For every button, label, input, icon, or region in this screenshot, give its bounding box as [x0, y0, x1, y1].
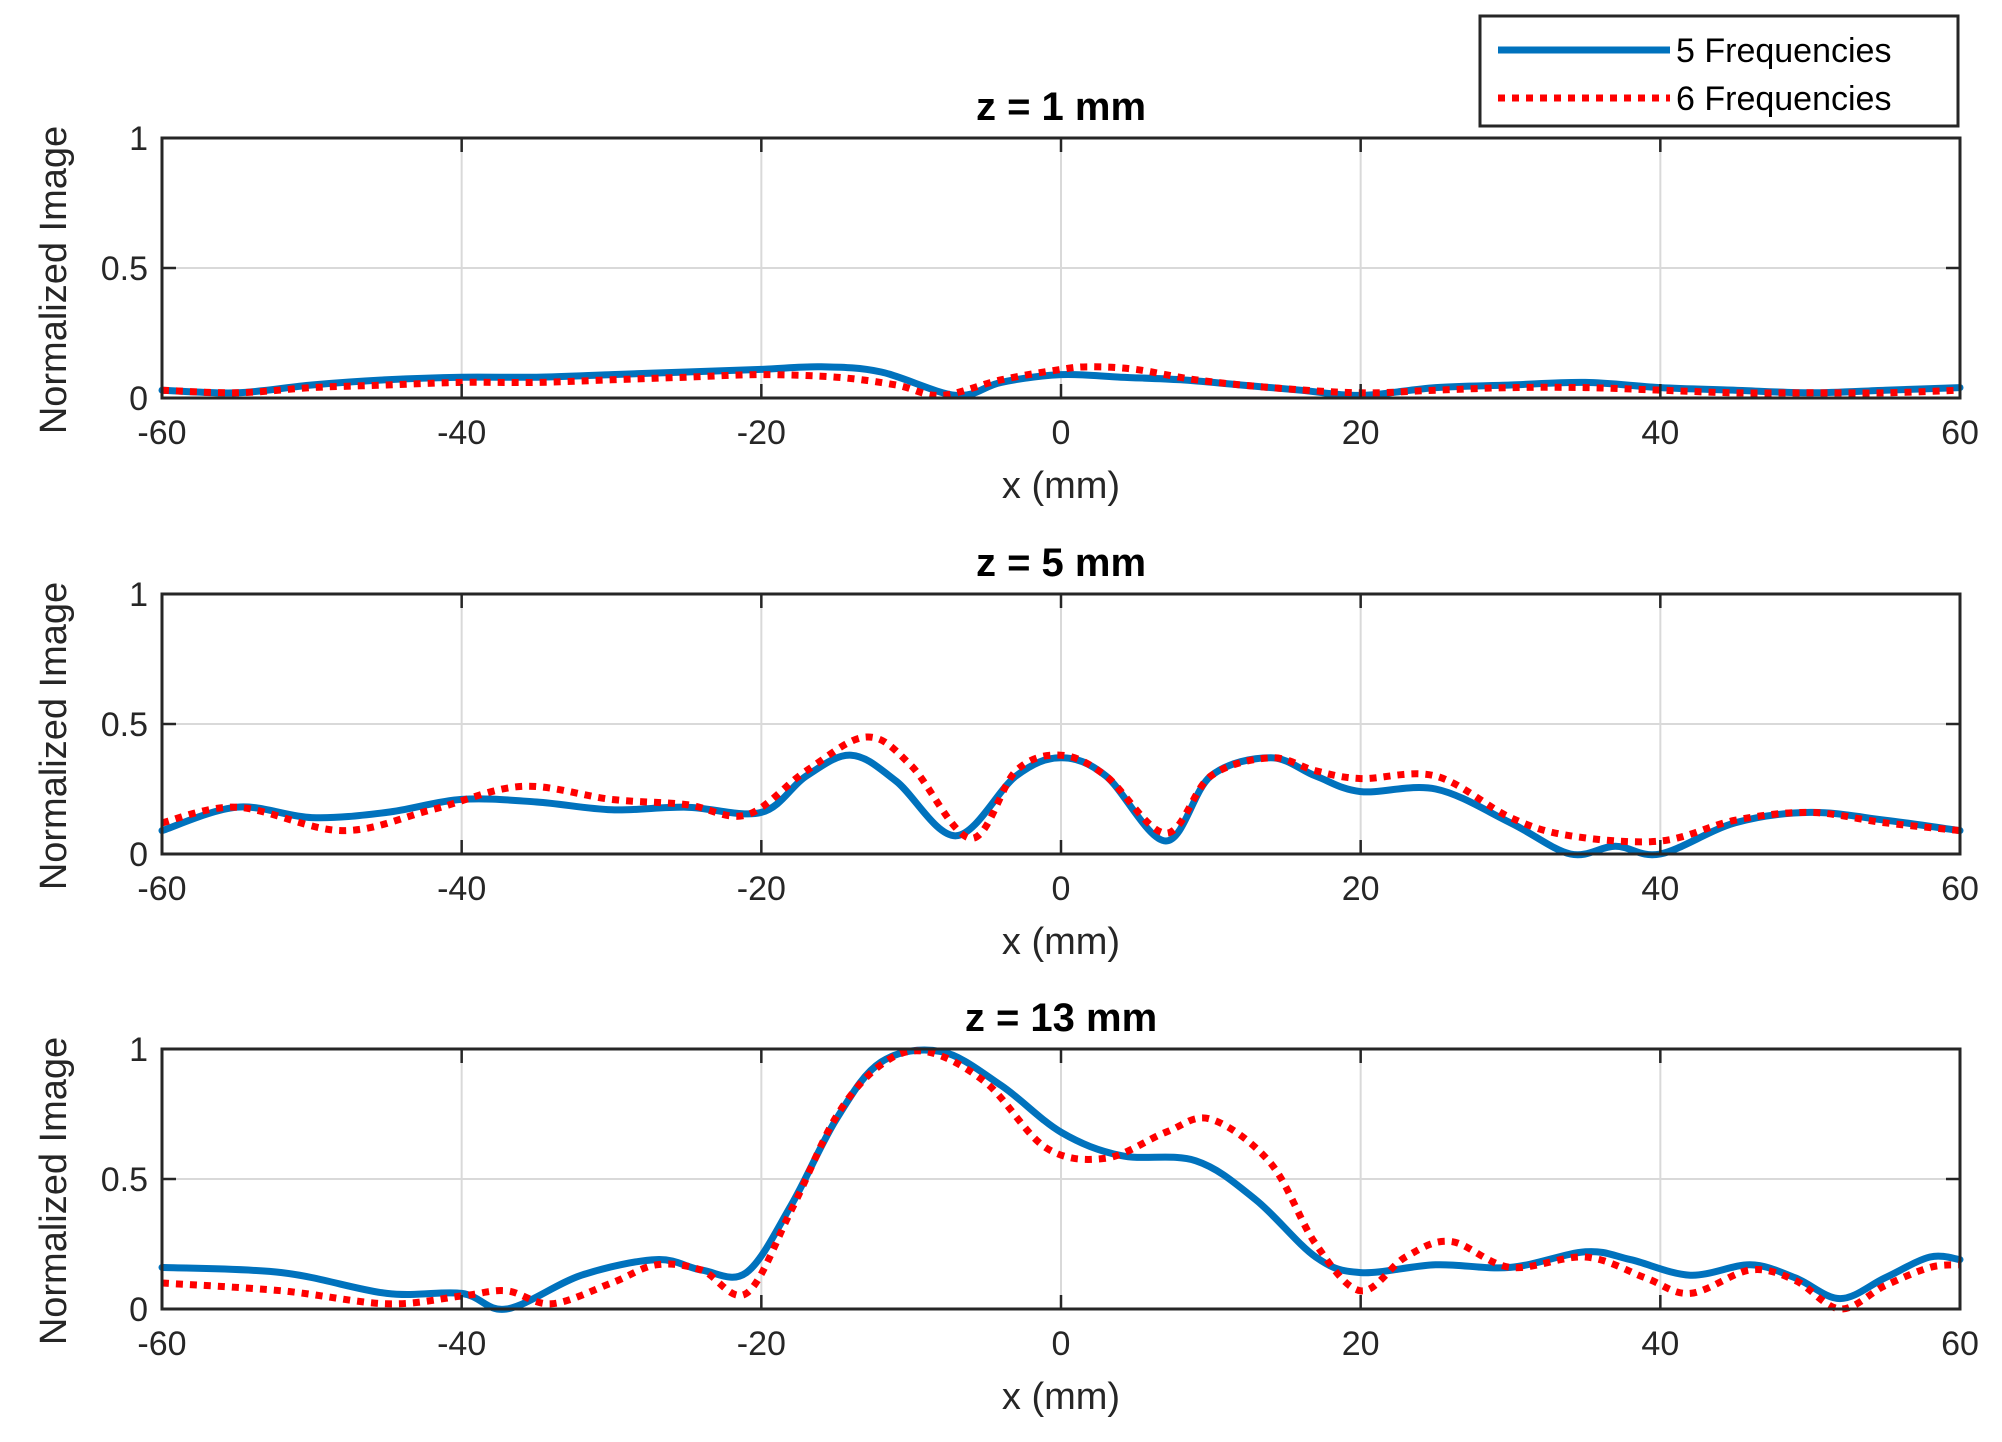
x-tick-label: 20: [1342, 870, 1380, 908]
legend-label-5-frequencies: 5 Frequencies: [1676, 32, 1891, 70]
tick-marks: [160, 136, 1962, 400]
series-group: [158, 363, 1964, 399]
x-tick-label: -40: [437, 414, 486, 452]
x-tick-label: 20: [1342, 414, 1380, 452]
series-group: [158, 733, 1964, 859]
x-tick-label: 0: [1052, 414, 1071, 452]
x-tick-label: 60: [1941, 414, 1979, 452]
x-tick-label: -60: [137, 1325, 186, 1363]
x-tick-label: 40: [1641, 414, 1679, 452]
x-tick-label: -20: [737, 870, 786, 908]
y-tick-label: 1: [129, 576, 148, 614]
grid-lines: [162, 138, 1960, 398]
x-tick-label: -40: [437, 1325, 486, 1363]
x-tick-label: 0: [1052, 870, 1071, 908]
y-tick-label: 0: [129, 380, 148, 418]
chart-title: z = 1 mm: [976, 85, 1146, 129]
x-tick-labels: -60 -40 -20 0 20 40 60: [137, 1325, 1978, 1363]
x-tick-labels: -60 -40 -20 0 20 40 60: [137, 414, 1978, 452]
y-tick-labels: 0 0.5 1: [101, 576, 148, 874]
legend-box: [1478, 14, 1960, 128]
y-tick-label: 0.5: [101, 250, 148, 288]
y-tick-label: 1: [129, 1031, 148, 1069]
series-line-5-frequencies: [158, 1046, 1964, 1313]
series-line-5-frequencies: [158, 363, 1964, 399]
series-line-6-frequencies: [161, 1047, 1961, 1313]
legend: 5 Frequencies 6 Frequencies: [1478, 14, 1960, 128]
x-axis-label: x (mm): [1002, 465, 1120, 507]
y-axis-label: Normalized Image: [33, 1037, 75, 1345]
x-tick-label: 60: [1941, 1325, 1979, 1363]
x-tick-label: -20: [737, 414, 786, 452]
y-tick-label: 0.5: [101, 1161, 148, 1199]
x-tick-label: -60: [137, 870, 186, 908]
y-tick-label: 0.5: [101, 706, 148, 744]
x-axis-label: x (mm): [1002, 1376, 1120, 1418]
y-tick-label: 1: [129, 120, 148, 158]
y-tick-labels: 0 0.5 1: [101, 120, 148, 418]
series-line-6-frequencies: [161, 363, 1961, 399]
x-tick-label: 60: [1941, 870, 1979, 908]
y-axis-label: Normalized Image: [33, 582, 75, 890]
chart-title: z = 5 mm: [976, 541, 1146, 585]
series-line-6-frequencies: [161, 733, 1961, 846]
x-tick-label: 40: [1641, 1325, 1679, 1363]
chart-title: z = 13 mm: [965, 996, 1157, 1040]
subplot-z1mm: -60 -40 -20 0 20 40 60 0 0.5 1 z = 1 mm …: [33, 85, 1979, 507]
tick-marks: [160, 1047, 1962, 1311]
x-tick-labels: -60 -40 -20 0 20 40 60: [137, 870, 1978, 908]
x-tick-label: 40: [1641, 870, 1679, 908]
y-tick-label: 0: [129, 1291, 148, 1329]
y-tick-label: 0: [129, 836, 148, 874]
legend-label-6-frequencies: 6 Frequencies: [1676, 80, 1891, 118]
x-tick-label: -60: [137, 414, 186, 452]
x-tick-label: 0: [1052, 1325, 1071, 1363]
x-axis-label: x (mm): [1002, 921, 1120, 963]
series-group: [158, 1046, 1964, 1313]
subplot-z13mm: -60 -40 -20 0 20 40 60 0 0.5 1 z = 13 mm…: [33, 996, 1979, 1418]
x-tick-label: 20: [1342, 1325, 1380, 1363]
y-tick-labels: 0 0.5 1: [101, 1031, 148, 1329]
tick-marks: [160, 592, 1962, 856]
subplot-z5mm: -60 -40 -20 0 20 40 60 0 0.5 1 z = 5 mm …: [33, 541, 1979, 963]
x-tick-label: -20: [737, 1325, 786, 1363]
y-axis-label: Normalized Image: [33, 126, 75, 434]
x-tick-label: -40: [437, 870, 486, 908]
